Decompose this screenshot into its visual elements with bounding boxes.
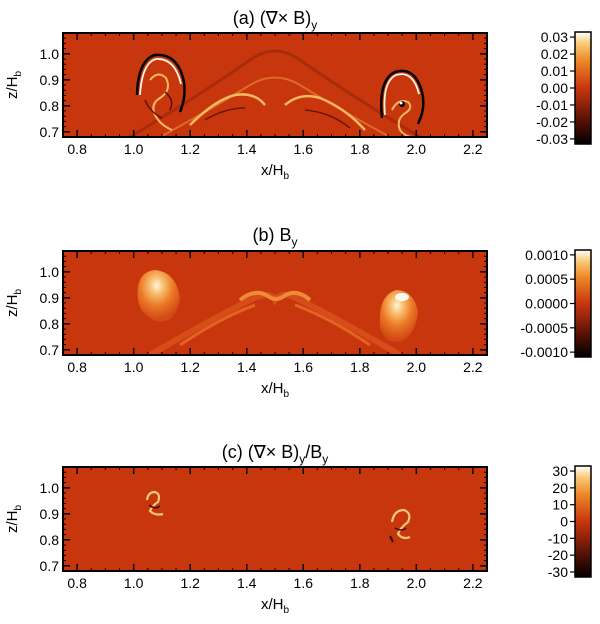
x-tick-label: 1.0 bbox=[124, 359, 144, 375]
panel-b-xlabel: x/Hb bbox=[261, 380, 290, 400]
panel-a-title: (a) (∇× B)y bbox=[233, 8, 318, 32]
y-tick-label: 0.7 bbox=[40, 342, 60, 358]
panel-c-ticks: 0.8 1.0 1.2 1.4 1.6 1.8 2.0 2.2 0.7 0.8 0.9 1.0 bbox=[40, 466, 487, 591]
y-tick-label: 0.7 bbox=[40, 124, 60, 140]
y-tick-label: 0.9 bbox=[40, 290, 60, 306]
panel-c-structures bbox=[145, 490, 411, 543]
x-tick-label: 2.2 bbox=[463, 359, 483, 375]
y-tick-label: 0.7 bbox=[40, 558, 60, 574]
panel-a-colorbar bbox=[574, 31, 592, 145]
x-tick-label: 0.8 bbox=[67, 575, 87, 591]
x-tick-label: 2.0 bbox=[407, 359, 427, 375]
x-tick-label: 1.4 bbox=[237, 359, 257, 375]
x-tick-label: 0.8 bbox=[67, 359, 87, 375]
x-tick-label: 1.0 bbox=[124, 141, 144, 157]
colorbar-tick-label: 0.01 bbox=[541, 63, 568, 79]
x-tick-label: 1.8 bbox=[350, 141, 370, 157]
colorbar-tick-label: -20 bbox=[548, 547, 568, 563]
colorbar-tick-label: 0.02 bbox=[541, 46, 568, 62]
panel-c-title: (c) (∇× B)y/By bbox=[222, 442, 329, 466]
x-tick-label: 1.8 bbox=[350, 575, 370, 591]
panel-a-structures bbox=[129, 49, 425, 137]
panel-a-ticks: 0.8 1.0 1.2 1.4 1.6 1.8 2.0 2.2 0.7 0.8 0.9 1.0 bbox=[40, 32, 487, 157]
panel-b-title: (b) By bbox=[252, 225, 297, 249]
colorbar-tick-label: -0.03 bbox=[536, 131, 568, 147]
panel-a-colorbar-ticks: 0.030.020.010.00-0.01-0.02-0.03 bbox=[536, 29, 575, 147]
x-tick-label: 2.2 bbox=[463, 575, 483, 591]
colorbar-tick-label: 0.0005 bbox=[525, 271, 568, 287]
x-tick-label: 1.2 bbox=[180, 575, 200, 591]
panel-b-colorbar bbox=[574, 249, 592, 358]
colorbar-tick-label: -0.0010 bbox=[521, 344, 569, 360]
colorbar-tick-label: -10 bbox=[548, 530, 568, 546]
x-tick-label: 1.6 bbox=[294, 141, 314, 157]
y-tick-label: 1.0 bbox=[40, 46, 60, 62]
y-tick-label: 0.8 bbox=[40, 98, 60, 114]
panel-a-field bbox=[63, 33, 487, 137]
colorbar-tick-label: -0.01 bbox=[536, 97, 568, 113]
x-tick-label: 1.4 bbox=[237, 141, 257, 157]
y-tick-label: 0.9 bbox=[40, 72, 60, 88]
y-tick-label: 0.8 bbox=[40, 532, 60, 548]
y-tick-label: 1.0 bbox=[40, 480, 60, 496]
colorbar-tick-label: -30 bbox=[548, 564, 568, 580]
y-tick-label: 1.0 bbox=[40, 264, 60, 280]
colorbar-tick-label: -0.0005 bbox=[521, 320, 569, 336]
panel-b-structures bbox=[137, 270, 418, 355]
x-tick-label: 2.2 bbox=[463, 141, 483, 157]
y-tick-label: 0.9 bbox=[40, 506, 60, 522]
colorbar-tick-label: 0.0010 bbox=[525, 247, 568, 263]
x-tick-label: 1.2 bbox=[180, 141, 200, 157]
colorbar-tick-label: 0.0000 bbox=[525, 296, 568, 312]
colorbar-tick-label: 30 bbox=[552, 463, 568, 479]
colorbar-tick-label: 0.00 bbox=[541, 80, 568, 96]
colorbar-tick-label: 10 bbox=[552, 497, 568, 513]
panel-a: (a) (∇× B)y 0.8 1.0 1.2 1.4 1.6 1.8 2.0 2.20.70… bbox=[4, 8, 592, 182]
panel-b-ylabel: z/Hb bbox=[4, 289, 24, 318]
colorbar-tick-label: 0.03 bbox=[541, 29, 568, 45]
panel-b-ticks: 0.8 1.0 1.2 1.4 1.6 1.8 2.0 2.2 0.7 0.8 0.9 1.0 bbox=[40, 250, 487, 375]
panel-c-colorbar bbox=[574, 465, 592, 578]
x-tick-label: 0.8 bbox=[67, 141, 87, 157]
panel-c-xlabel: x/Hb bbox=[261, 596, 290, 616]
colorbar-tick-label: -0.02 bbox=[536, 114, 568, 130]
panel-b-colorbar-ticks: 0.0010 0.0005 0.0000 -0.0005 -0.0010 bbox=[521, 247, 575, 360]
x-tick-label: 2.0 bbox=[407, 575, 427, 591]
x-tick-label: 1.8 bbox=[350, 359, 370, 375]
x-tick-label: 1.2 bbox=[180, 359, 200, 375]
panel-c: (c) (∇× B)y/By 0.8 1.0 1.2 1.4 1.6 1.8 2.0 2.20… bbox=[4, 442, 592, 616]
colorbar-tick-label: 0 bbox=[560, 514, 568, 530]
x-tick-label: 1.0 bbox=[124, 575, 144, 591]
y-tick-label: 0.8 bbox=[40, 316, 60, 332]
panel-a-xlabel: x/Hb bbox=[261, 162, 290, 182]
panel-c-ylabel: z/Hb bbox=[4, 505, 24, 534]
colorbar-tick-label: 20 bbox=[552, 480, 568, 496]
x-tick-label: 1.6 bbox=[294, 575, 314, 591]
x-tick-label: 1.6 bbox=[294, 359, 314, 375]
x-tick-label: 1.4 bbox=[237, 575, 257, 591]
panel-b: (b) By 0.8 1.0 1.2 1.4 1.6 1.8 2.0 2.2 0.7 0.8 0.9… bbox=[4, 225, 592, 400]
x-tick-label: 2.0 bbox=[407, 141, 427, 157]
panel-a-ylabel: z/Hb bbox=[4, 71, 24, 100]
panel-c-field bbox=[63, 467, 487, 571]
